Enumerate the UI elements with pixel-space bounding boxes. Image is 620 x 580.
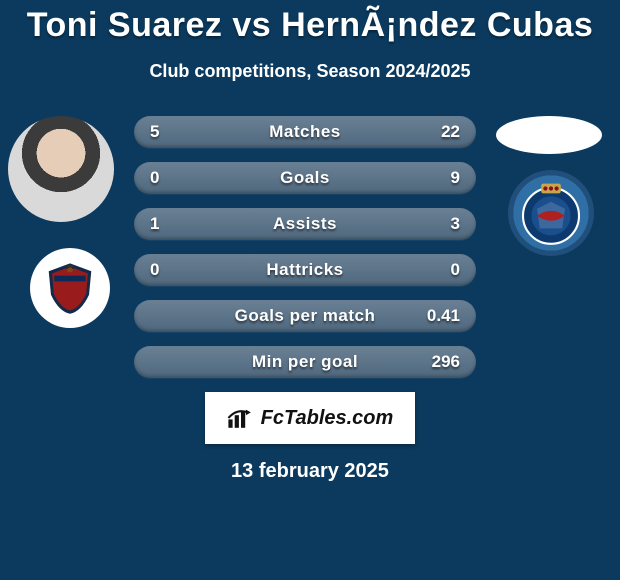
stat-bar: Min per goal296 — [134, 346, 476, 378]
stat-label: Matches — [134, 116, 476, 148]
page-subtitle: Club competitions, Season 2024/2025 — [0, 61, 620, 82]
stat-value-right: 296 — [432, 346, 460, 378]
stat-value-right: 3 — [451, 208, 460, 240]
stat-bar: Goals per match0.41 — [134, 300, 476, 332]
player-left-club-badge — [30, 248, 110, 328]
stat-bar: 5Matches22 — [134, 116, 476, 148]
stat-label: Goals — [134, 162, 476, 194]
stat-bar: 1Assists3 — [134, 208, 476, 240]
stat-bar: 0Goals9 — [134, 162, 476, 194]
player-left-photo — [8, 116, 114, 222]
page-title: Toni Suarez vs HernÃ¡ndez Cubas — [0, 0, 620, 45]
footer: FcTables.com 13 february 2025 — [0, 392, 620, 483]
stat-label: Assists — [134, 208, 476, 240]
stat-value-right: 0 — [451, 254, 460, 286]
stats-bars: 5Matches220Goals91Assists30Hattricks0Goa… — [134, 116, 476, 378]
player-right-club-badge — [508, 170, 594, 256]
player-right-photo-placeholder — [496, 116, 602, 154]
crest-icon — [516, 178, 586, 248]
date-text: 13 february 2025 — [0, 460, 620, 483]
stat-value-right: 9 — [451, 162, 460, 194]
stat-label: Min per goal — [134, 346, 476, 378]
stat-label: Goals per match — [134, 300, 476, 332]
branding-text: FcTables.com — [261, 407, 394, 430]
comparison-panel: 5Matches220Goals91Assists30Hattricks0Goa… — [0, 116, 620, 378]
shield-icon — [42, 260, 98, 316]
stat-value-right: 0.41 — [427, 300, 460, 332]
stat-label: Hattricks — [134, 254, 476, 286]
branding-box: FcTables.com — [205, 392, 415, 444]
stat-bar: 0Hattricks0 — [134, 254, 476, 286]
stat-value-right: 22 — [441, 116, 460, 148]
chart-icon — [227, 406, 255, 430]
